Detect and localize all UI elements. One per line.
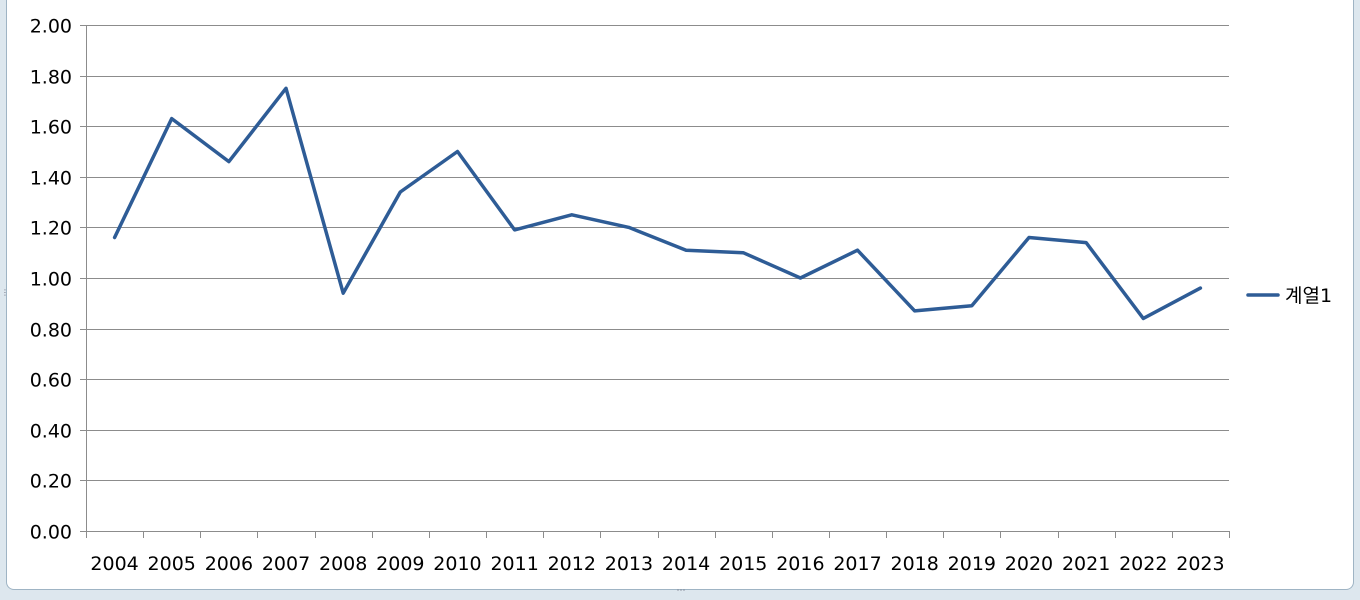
x-tick-label: 2014: [662, 553, 710, 575]
y-tick-label: 0.20: [30, 471, 72, 493]
y-tick-label: 2.00: [30, 16, 72, 38]
y-tick-labels: 0.00 0.20 0.40 0.60 0.80 1.00 1.20 1.40 1.60 1.80…: [30, 16, 72, 544]
legend-label: 계열1: [1285, 285, 1332, 307]
line-chart: 0.00 0.20 0.40 0.60 0.80 1.00 1.20 1.40 1.60 1.80…: [30, 16, 1332, 576]
y-tick-label: 1.00: [30, 269, 72, 291]
resize-handle-bottom[interactable]: ⋯: [676, 586, 686, 596]
x-tick-label: 2022: [1119, 553, 1167, 575]
x-tick-label: 2005: [148, 553, 196, 575]
resize-handle-left[interactable]: ⋮: [1, 288, 9, 297]
y-tick-label: 1.40: [30, 168, 72, 190]
y-tick-label: 1.20: [30, 218, 72, 240]
x-tick-label: 2007: [262, 553, 310, 575]
y-tick-label: 1.60: [30, 117, 72, 139]
y-tick-label: 0.60: [30, 370, 72, 392]
chart-area: 0.00 0.20 0.40 0.60 0.80 1.00 1.20 1.40 1.60 1.80…: [6, 0, 1354, 590]
gridlines: [86, 25, 1229, 481]
x-tick-labels: 2004 2005 2006 2007 2008 2009 2010 2011 2012 2013…: [90, 553, 1224, 575]
y-tick-label: 0.80: [30, 320, 72, 342]
x-tick-label: 2020: [1005, 553, 1053, 575]
x-tick-label: 2018: [890, 553, 938, 575]
legend: 계열1: [1246, 285, 1332, 307]
y-tick-label: 1.80: [30, 67, 72, 89]
y-tick-label: 0.40: [30, 421, 72, 443]
x-tick-label: 2019: [948, 553, 996, 575]
series-line: [112, 86, 1203, 321]
x-tick-label: 2004: [90, 553, 138, 575]
series-lines: [112, 86, 1203, 321]
x-tick-label: 2016: [776, 553, 824, 575]
x-tick-label: 2017: [833, 553, 881, 575]
x-tick-label: 2021: [1062, 553, 1110, 575]
x-tick-label: 2023: [1176, 553, 1224, 575]
x-tick-label: 2009: [376, 553, 424, 575]
x-tick-label: 2010: [433, 553, 481, 575]
x-tick-label: 2011: [490, 553, 538, 575]
x-tick-label: 2012: [548, 553, 596, 575]
x-tick-label: 2008: [319, 553, 367, 575]
y-tick-label: 0.00: [30, 522, 72, 544]
x-tick-label: 2006: [205, 553, 253, 575]
axes: [80, 25, 1230, 538]
x-tick-label: 2013: [605, 553, 653, 575]
x-tick-label: 2015: [719, 553, 767, 575]
